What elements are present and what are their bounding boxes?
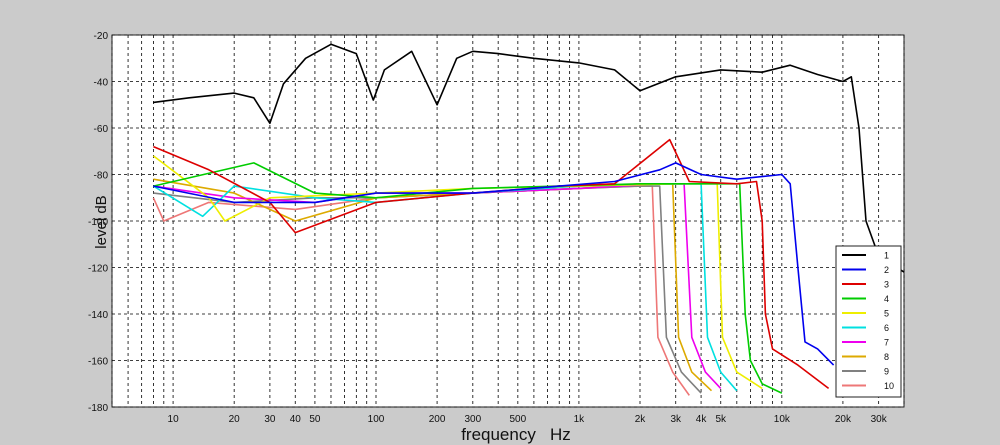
legend-label: 6 — [884, 323, 889, 333]
y-tick-label: -20 — [94, 31, 109, 42]
series-line-4 — [153, 162, 783, 394]
y-tick-label: -120 — [88, 264, 108, 275]
y-tick-label: -40 — [94, 78, 109, 89]
x-tick-label: 4k — [696, 414, 708, 425]
y-axis-label: level dB — [93, 195, 110, 248]
x-tick-label: 10 — [168, 414, 180, 425]
legend-label: 3 — [884, 280, 889, 290]
legend-label: 4 — [884, 294, 889, 304]
x-axis-label: frequency Hz — [461, 425, 571, 444]
x-tick-label: 20k — [835, 414, 852, 425]
legend-label: 8 — [884, 352, 889, 362]
x-tick-label: 3k — [670, 414, 682, 425]
legend-label: 5 — [884, 309, 889, 319]
series-group — [152, 43, 905, 396]
x-tick-label: 20 — [229, 414, 241, 425]
y-tick-label: -80 — [94, 171, 109, 182]
legend-label: 10 — [884, 381, 894, 391]
legend-label: 2 — [884, 265, 889, 275]
y-tick-label: -140 — [88, 310, 108, 321]
y-tick-label: -160 — [88, 357, 108, 368]
series-line-2 — [153, 162, 835, 366]
series-line-3 — [153, 138, 830, 390]
x-tick-label: 2k — [635, 414, 647, 425]
x-tick-label: 10k — [774, 414, 791, 425]
x-tick-label: 30 — [264, 414, 276, 425]
x-tick-label: 500 — [509, 414, 526, 425]
series-line-7 — [153, 183, 722, 389]
y-tick-label: -100 — [88, 217, 108, 228]
legend-label: 7 — [884, 338, 889, 348]
series-line-1 — [153, 43, 905, 273]
x-tick-label: 100 — [368, 414, 385, 425]
x-tick-label: 200 — [429, 414, 446, 425]
y-tick-label: -180 — [88, 403, 108, 414]
legend: 1 2 3 4 5 6 7 8 9 10 — [835, 245, 902, 398]
x-tick-label: 1k — [574, 414, 586, 425]
gridlines — [111, 34, 905, 408]
y-axis-ticks: -20 -40 -60 -80 -100 -120 -140 -160 -180 — [88, 31, 108, 414]
x-axis-ticks: 10 20 30 40 50 100 200 300 500 1k 2k 3k 4k 5k 10k 20k 30… — [168, 414, 888, 425]
x-tick-label: 300 — [464, 414, 481, 425]
x-tick-label: 40 — [290, 414, 302, 425]
legend-label: 1 — [884, 251, 889, 261]
legend-label: 9 — [884, 367, 889, 377]
x-tick-label: 50 — [309, 414, 321, 425]
x-tick-label: 5k — [715, 414, 727, 425]
y-tick-label: -60 — [94, 124, 109, 135]
x-tick-label: 30k — [871, 414, 888, 425]
